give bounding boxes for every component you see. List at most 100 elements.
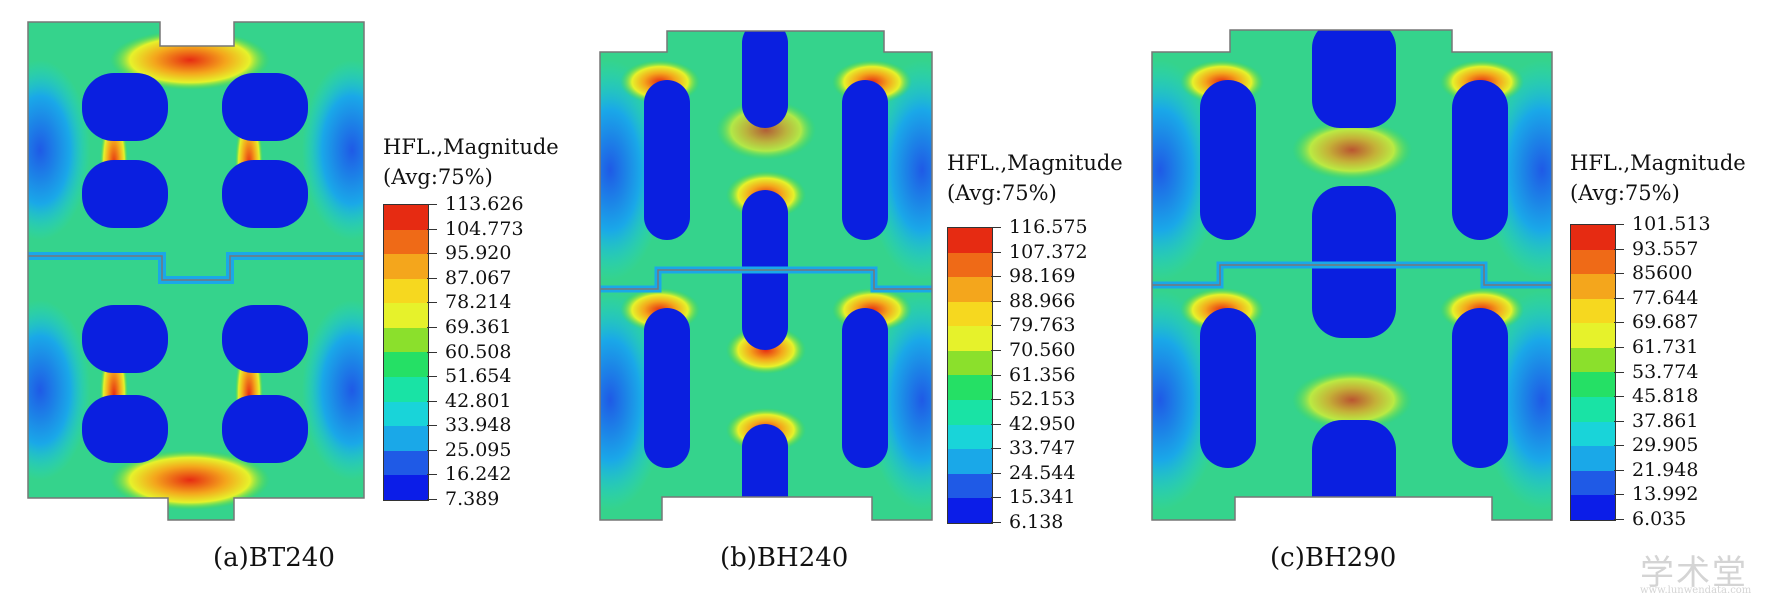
hole	[82, 160, 168, 228]
legend-subtitle: (Avg:75%)	[383, 165, 493, 189]
tick-mark	[1614, 469, 1624, 471]
color-band	[948, 228, 992, 253]
tick-label: 60.508	[445, 340, 512, 363]
hole	[82, 305, 168, 373]
color-band	[948, 277, 992, 302]
color-band	[384, 352, 428, 378]
color-band	[1571, 249, 1615, 275]
cool-zone	[302, 60, 364, 240]
tick-mark	[427, 326, 437, 328]
tick-mark	[991, 472, 1001, 474]
legend-title: HFL.,Magnitude	[1570, 151, 1746, 175]
tick-mark	[1614, 396, 1624, 398]
legend-subtitle: (Avg:75%)	[947, 181, 1057, 205]
hot-zone	[1292, 370, 1412, 430]
tick-mark	[991, 448, 1001, 450]
contour-plot-bt240	[27, 21, 365, 521]
color-band	[384, 303, 428, 328]
color-band	[1571, 421, 1615, 447]
tick-mark	[991, 497, 1001, 499]
tick-label: 69.361	[445, 315, 512, 338]
watermark-url: www.lunwendata.com	[1640, 585, 1752, 596]
color-band	[1571, 446, 1615, 471]
tick-mark	[991, 227, 1001, 228]
tick-label: 69.687	[1632, 311, 1699, 334]
hole	[842, 80, 888, 240]
hole	[82, 395, 168, 463]
tick-label: 21.948	[1632, 458, 1699, 481]
tick-mark	[1614, 420, 1624, 422]
hole	[842, 308, 888, 468]
tick-label: 87.067	[445, 266, 512, 289]
hot-zone	[110, 450, 270, 510]
panel-a: HFL.,Magnitude (Avg:75%) 113.626 104.773 9…	[0, 0, 559, 607]
color-band	[948, 375, 992, 401]
plate-outline	[27, 21, 365, 521]
color-band	[384, 205, 428, 230]
cool-zone	[302, 300, 364, 480]
tick-label: 7.389	[445, 488, 500, 510]
color-band	[1571, 470, 1615, 496]
tick-mark	[1614, 322, 1624, 324]
cool-zone	[600, 60, 665, 280]
tick-label: 116.575	[1009, 216, 1088, 238]
color-band	[948, 449, 992, 474]
color-band	[1571, 372, 1615, 398]
hole	[222, 73, 308, 141]
tick-label: 95.920	[445, 242, 512, 265]
cool-zone	[1152, 290, 1220, 510]
tick-mark	[991, 522, 1001, 523]
color-band	[384, 475, 428, 500]
tick-label: 6.035	[1632, 508, 1687, 530]
tick-mark	[427, 474, 437, 476]
hole	[222, 160, 308, 228]
tick-mark	[991, 399, 1001, 401]
tick-mark	[427, 425, 437, 427]
color-band	[384, 450, 428, 476]
tick-mark	[991, 325, 1001, 327]
tick-mark	[427, 400, 437, 402]
watermark-logo: 学术堂	[1640, 553, 1748, 593]
color-band	[1571, 495, 1615, 520]
tick-label: 113.626	[445, 193, 524, 215]
tick-mark	[427, 499, 437, 500]
contour-plot-bh290	[1151, 29, 1553, 521]
tick-label: 53.774	[1632, 360, 1699, 383]
tick-mark	[1614, 273, 1624, 275]
hole	[1200, 308, 1256, 468]
color-band	[948, 326, 992, 351]
tick-mark	[427, 351, 437, 353]
tick-label: 88.966	[1009, 289, 1076, 312]
tick-mark	[427, 253, 437, 255]
color-band	[1571, 225, 1615, 250]
hole	[1200, 80, 1256, 240]
color-band	[384, 426, 428, 451]
color-band	[948, 252, 992, 278]
tick-mark	[1614, 494, 1624, 496]
tick-label: 52.153	[1009, 388, 1076, 411]
tick-label: 70.560	[1009, 338, 1076, 361]
caption-a: (a)BT240	[213, 543, 335, 573]
hole	[82, 73, 168, 141]
color-band	[384, 278, 428, 304]
color-band	[948, 350, 992, 376]
tick-mark	[1614, 346, 1624, 348]
color-band	[384, 254, 428, 279]
color-scale-bar	[947, 227, 993, 524]
cool-zone	[1482, 60, 1552, 280]
tick-mark	[427, 302, 437, 304]
tick-label: 104.773	[445, 217, 524, 240]
tick-label: 101.513	[1632, 213, 1711, 235]
cool-zone	[867, 290, 932, 510]
tick-label: 25.095	[445, 438, 512, 461]
watermark: 学术堂 www.lunwendata.com	[1640, 545, 1776, 601]
cool-zone	[1152, 60, 1220, 280]
color-band	[384, 377, 428, 402]
color-band	[1571, 397, 1615, 422]
tongue-groove-joint-edge	[600, 269, 932, 290]
tick-label: 29.905	[1632, 434, 1699, 457]
legend-title: HFL.,Magnitude	[947, 151, 1123, 175]
tick-label: 33.747	[1009, 437, 1076, 460]
tick-mark	[427, 449, 437, 451]
plate-outline	[599, 30, 933, 521]
